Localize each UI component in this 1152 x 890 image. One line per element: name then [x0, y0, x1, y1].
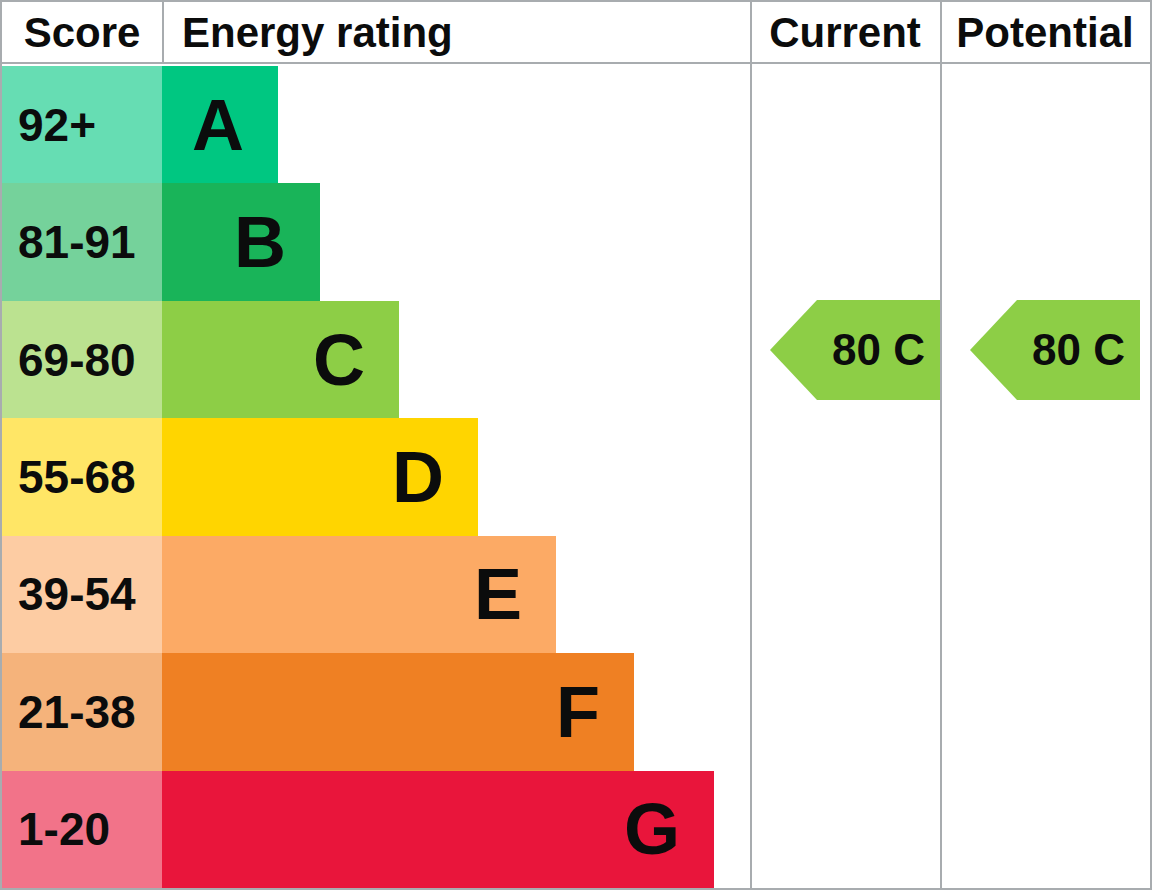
- band-letter-g: G: [624, 793, 680, 865]
- score-range-label: 92+: [18, 98, 96, 152]
- epc-rating-chart: Score Energy rating Current Potential 92…: [0, 0, 1152, 890]
- score-cell-d: 55-68: [2, 418, 162, 535]
- potential-rating-arrow: 80 C: [970, 300, 1140, 400]
- header-potential: Potential: [940, 2, 1150, 64]
- score-range-label: 1-20: [18, 802, 110, 856]
- score-cell-c: 69-80: [2, 301, 162, 418]
- band-row-g: 1-20 G: [2, 771, 1150, 888]
- score-range-label: 39-54: [18, 567, 136, 621]
- band-bar-b: B: [162, 183, 320, 300]
- score-range-label: 69-80: [18, 333, 136, 387]
- chart-header: Score Energy rating Current Potential: [2, 2, 1150, 64]
- band-row-e: 39-54 E: [2, 536, 1150, 653]
- band-rows: 92+ A 81-91 B 69-80 C 55-68: [2, 66, 1150, 888]
- band-bar-d: D: [162, 418, 478, 535]
- header-score: Score: [2, 2, 162, 64]
- score-cell-e: 39-54: [2, 536, 162, 653]
- current-rating-label: 80 C: [817, 300, 940, 400]
- band-letter-b: B: [234, 206, 286, 278]
- score-range-label: 21-38: [18, 685, 136, 739]
- score-column-divider: [162, 2, 164, 64]
- band-letter-e: E: [474, 558, 522, 630]
- band-row-a: 92+ A: [2, 66, 1150, 183]
- band-letter-c: C: [313, 324, 365, 396]
- band-row-b: 81-91 B: [2, 183, 1150, 300]
- score-cell-g: 1-20: [2, 771, 162, 888]
- band-row-d: 55-68 D: [2, 418, 1150, 535]
- band-row-f: 21-38 F: [2, 653, 1150, 770]
- current-rating-arrow: 80 C: [770, 300, 940, 400]
- score-cell-f: 21-38: [2, 653, 162, 770]
- band-letter-f: F: [556, 676, 600, 748]
- score-cell-a: 92+: [2, 66, 162, 183]
- band-bar-e: E: [162, 536, 556, 653]
- score-range-label: 55-68: [18, 450, 136, 504]
- band-bar-g: G: [162, 771, 714, 888]
- band-letter-a: A: [192, 89, 244, 161]
- band-bar-f: F: [162, 653, 634, 770]
- score-cell-b: 81-91: [2, 183, 162, 300]
- band-bar-a: A: [162, 66, 278, 183]
- band-bar-c: C: [162, 301, 399, 418]
- header-current: Current: [750, 2, 940, 64]
- header-energy-rating: Energy rating: [182, 2, 453, 64]
- potential-rating-label: 80 C: [1017, 300, 1140, 400]
- score-range-label: 81-91: [18, 215, 136, 269]
- band-letter-d: D: [392, 441, 444, 513]
